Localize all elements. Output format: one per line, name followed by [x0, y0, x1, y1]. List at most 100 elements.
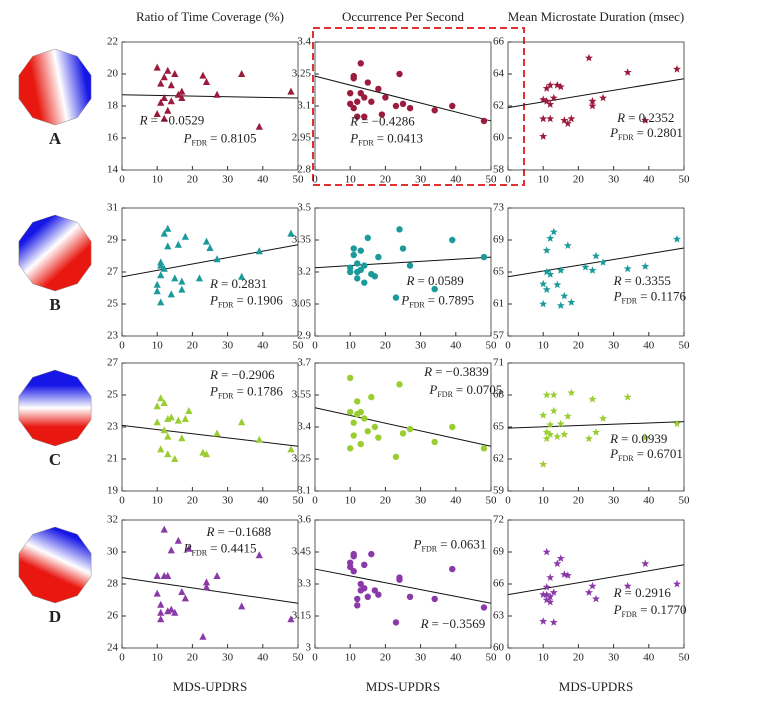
x-tick-label: 30: [222, 174, 234, 186]
point: [361, 113, 368, 120]
point: [354, 98, 361, 105]
point: [592, 251, 600, 260]
x-tick-label: 30: [222, 652, 234, 664]
point: [399, 430, 407, 437]
fit-line: [507, 247, 685, 278]
y-tick-label: 2.95: [292, 132, 312, 144]
p-value: = 0.0705: [456, 382, 502, 397]
x-tick-label: 50: [293, 340, 305, 352]
point: [567, 388, 576, 397]
point: [542, 428, 551, 436]
point: [542, 390, 551, 399]
r-symbol: R: [205, 524, 214, 539]
point: [153, 280, 161, 288]
point: [556, 301, 565, 309]
point: [588, 581, 597, 590]
x-tick-label: 40: [257, 652, 269, 664]
point: [164, 450, 172, 458]
p-subscript: FDR: [622, 610, 638, 619]
x-tick-label: 50: [293, 174, 305, 186]
y-tick-label: 66: [493, 578, 505, 590]
point: [178, 434, 186, 442]
point: [199, 632, 207, 640]
point: [160, 73, 168, 81]
point: [588, 395, 597, 403]
point: [546, 114, 555, 123]
point: [255, 551, 263, 559]
point: [542, 595, 551, 604]
point: [238, 272, 246, 280]
point: [160, 229, 168, 237]
point: [167, 413, 175, 421]
point: [560, 570, 569, 578]
p-symbol: P: [609, 446, 618, 461]
y-tick-label: 3.15: [292, 610, 312, 622]
point: [153, 589, 161, 597]
point: [399, 100, 407, 108]
point: [406, 425, 414, 433]
point: [255, 435, 263, 443]
r-annotation: R = −0.2906: [209, 367, 275, 382]
x-tick-label: 50: [486, 340, 498, 352]
point: [396, 226, 403, 233]
p-value: = 0.8105: [210, 130, 256, 145]
point: [375, 434, 382, 441]
x-tick-label: 10: [152, 174, 164, 186]
r-value: = −0.0529: [151, 112, 205, 127]
point: [539, 132, 548, 140]
x-tick-label: 30: [415, 174, 427, 186]
x-tick-label: 0: [505, 174, 511, 186]
point: [153, 402, 161, 410]
y-tick-label: 26: [107, 610, 119, 622]
point: [164, 106, 172, 114]
point: [213, 572, 221, 579]
r-symbol: R: [139, 112, 148, 127]
point: [361, 415, 368, 422]
point: [553, 81, 562, 89]
p-annotation: PFDR = 0.4415: [183, 540, 257, 557]
point: [588, 101, 597, 110]
x-tick-label: 10: [538, 652, 550, 664]
y-tick-label: 65: [493, 421, 505, 433]
point: [406, 262, 414, 269]
r-symbol: R: [613, 585, 622, 600]
p-annotation: PFDR = 0.1770: [613, 602, 687, 619]
y-tick-label: 19: [107, 485, 119, 497]
point: [539, 95, 548, 103]
p-subscript: FDR: [358, 138, 374, 147]
point: [431, 107, 438, 114]
point: [202, 450, 211, 458]
point: [347, 445, 354, 452]
r-annotation: R = 0.0939: [609, 431, 667, 446]
point: [157, 615, 165, 623]
p-symbol: P: [209, 383, 218, 398]
point: [178, 87, 186, 95]
x-tick-label: 40: [643, 495, 655, 507]
point: [560, 291, 569, 300]
point: [549, 588, 558, 596]
point: [599, 93, 607, 102]
point: [157, 79, 165, 87]
y-tick-label: 65: [493, 266, 505, 278]
point: [563, 119, 572, 127]
point: [588, 97, 597, 105]
point: [350, 568, 357, 575]
point: [560, 430, 569, 438]
point: [542, 590, 551, 599]
point: [157, 271, 165, 279]
point: [641, 262, 650, 270]
p-annotation: PFDR = 0.0631: [413, 537, 487, 554]
point: [167, 290, 175, 298]
point: [347, 563, 354, 571]
point: [164, 224, 172, 232]
point: [153, 418, 161, 426]
fit-line: [507, 78, 685, 109]
point: [556, 554, 565, 562]
x-tick-label: 40: [643, 652, 655, 664]
x-tick-label: 50: [293, 652, 305, 664]
x-tick-label: 0: [312, 495, 318, 507]
topographic-map: [18, 48, 92, 126]
p-value: = 0.2801: [637, 125, 683, 140]
point: [406, 593, 414, 600]
